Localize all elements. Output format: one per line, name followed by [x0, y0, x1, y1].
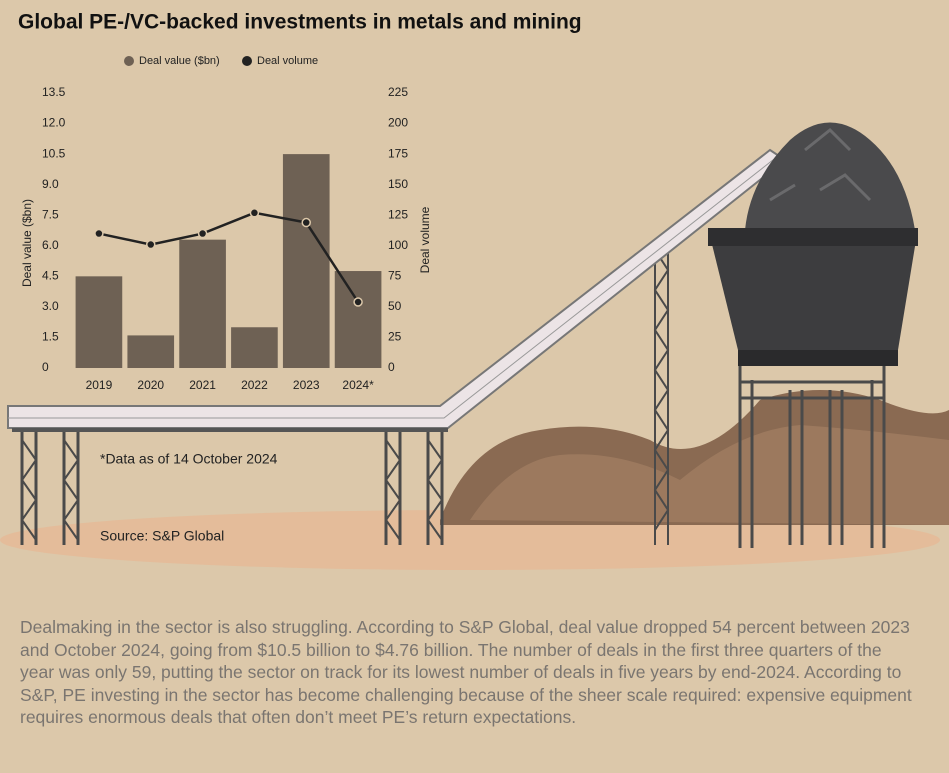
bar: [127, 335, 175, 368]
y2-tick-label: 175: [388, 146, 408, 160]
y2-tick-label: 200: [388, 116, 408, 130]
bar: [334, 271, 382, 368]
y-tick-label: 4.5: [42, 269, 59, 283]
y2-tick-label: 25: [388, 330, 402, 344]
line-point: [146, 239, 156, 250]
y-tick-label: 13.5: [42, 85, 66, 99]
y-axis-title: Deal value ($bn): [20, 199, 34, 287]
y2-tick-label: 75: [388, 269, 402, 283]
y2-axis-title: Deal volume: [418, 206, 432, 273]
y-tick-label: 7.5: [42, 207, 59, 221]
y2-tick-label: 0: [388, 360, 395, 374]
legend-label: Deal volume: [257, 55, 318, 67]
y-tick-label: 12.0: [42, 116, 66, 130]
y2-tick-label: 125: [388, 207, 408, 221]
bar: [282, 154, 330, 368]
line-point: [249, 208, 260, 218]
body-text: Dealmaking in the sector is also struggl…: [20, 617, 912, 727]
chart-title: Global PE-/VC-backed investments in meta…: [18, 11, 582, 34]
x-tick-label: 2019: [86, 378, 113, 392]
y-tick-label: 1.5: [42, 330, 59, 344]
y-tick-label: 10.5: [42, 146, 66, 160]
legend-marker: [124, 56, 134, 66]
illustration: [0, 122, 949, 570]
legend-label: Deal value ($bn): [139, 55, 220, 67]
y-tick-label: 6.0: [42, 238, 59, 252]
y2-tick-label: 225: [388, 85, 408, 99]
x-tick-label: 2022: [241, 378, 268, 392]
chart: Global PE-/VC-backed investments in meta…: [0, 11, 949, 570]
y-tick-label: 3.0: [42, 299, 59, 313]
source: Source: S&P Global: [100, 528, 224, 544]
line-point: [301, 217, 311, 228]
y-tick-label: 9.0: [42, 177, 59, 191]
x-tick-label: 2023: [293, 378, 320, 392]
y2-tick-label: 150: [388, 177, 408, 191]
bar: [179, 239, 226, 368]
x-tick-label: 2021: [189, 378, 216, 392]
line-point: [353, 297, 363, 307]
legend-marker: [242, 56, 252, 66]
line-point: [94, 228, 104, 239]
bar: [75, 276, 123, 368]
y2-tick-label: 50: [388, 299, 402, 313]
line: [98, 211, 360, 303]
y-tick-label: 0: [42, 360, 49, 374]
x-tick-label: 2020: [137, 378, 164, 392]
bar: [231, 327, 278, 368]
line-point: [197, 228, 208, 239]
note: *Data as of 14 October 2024: [100, 451, 278, 467]
y2-tick-label: 100: [388, 238, 408, 252]
x-tick-label: 2024*: [342, 378, 374, 392]
